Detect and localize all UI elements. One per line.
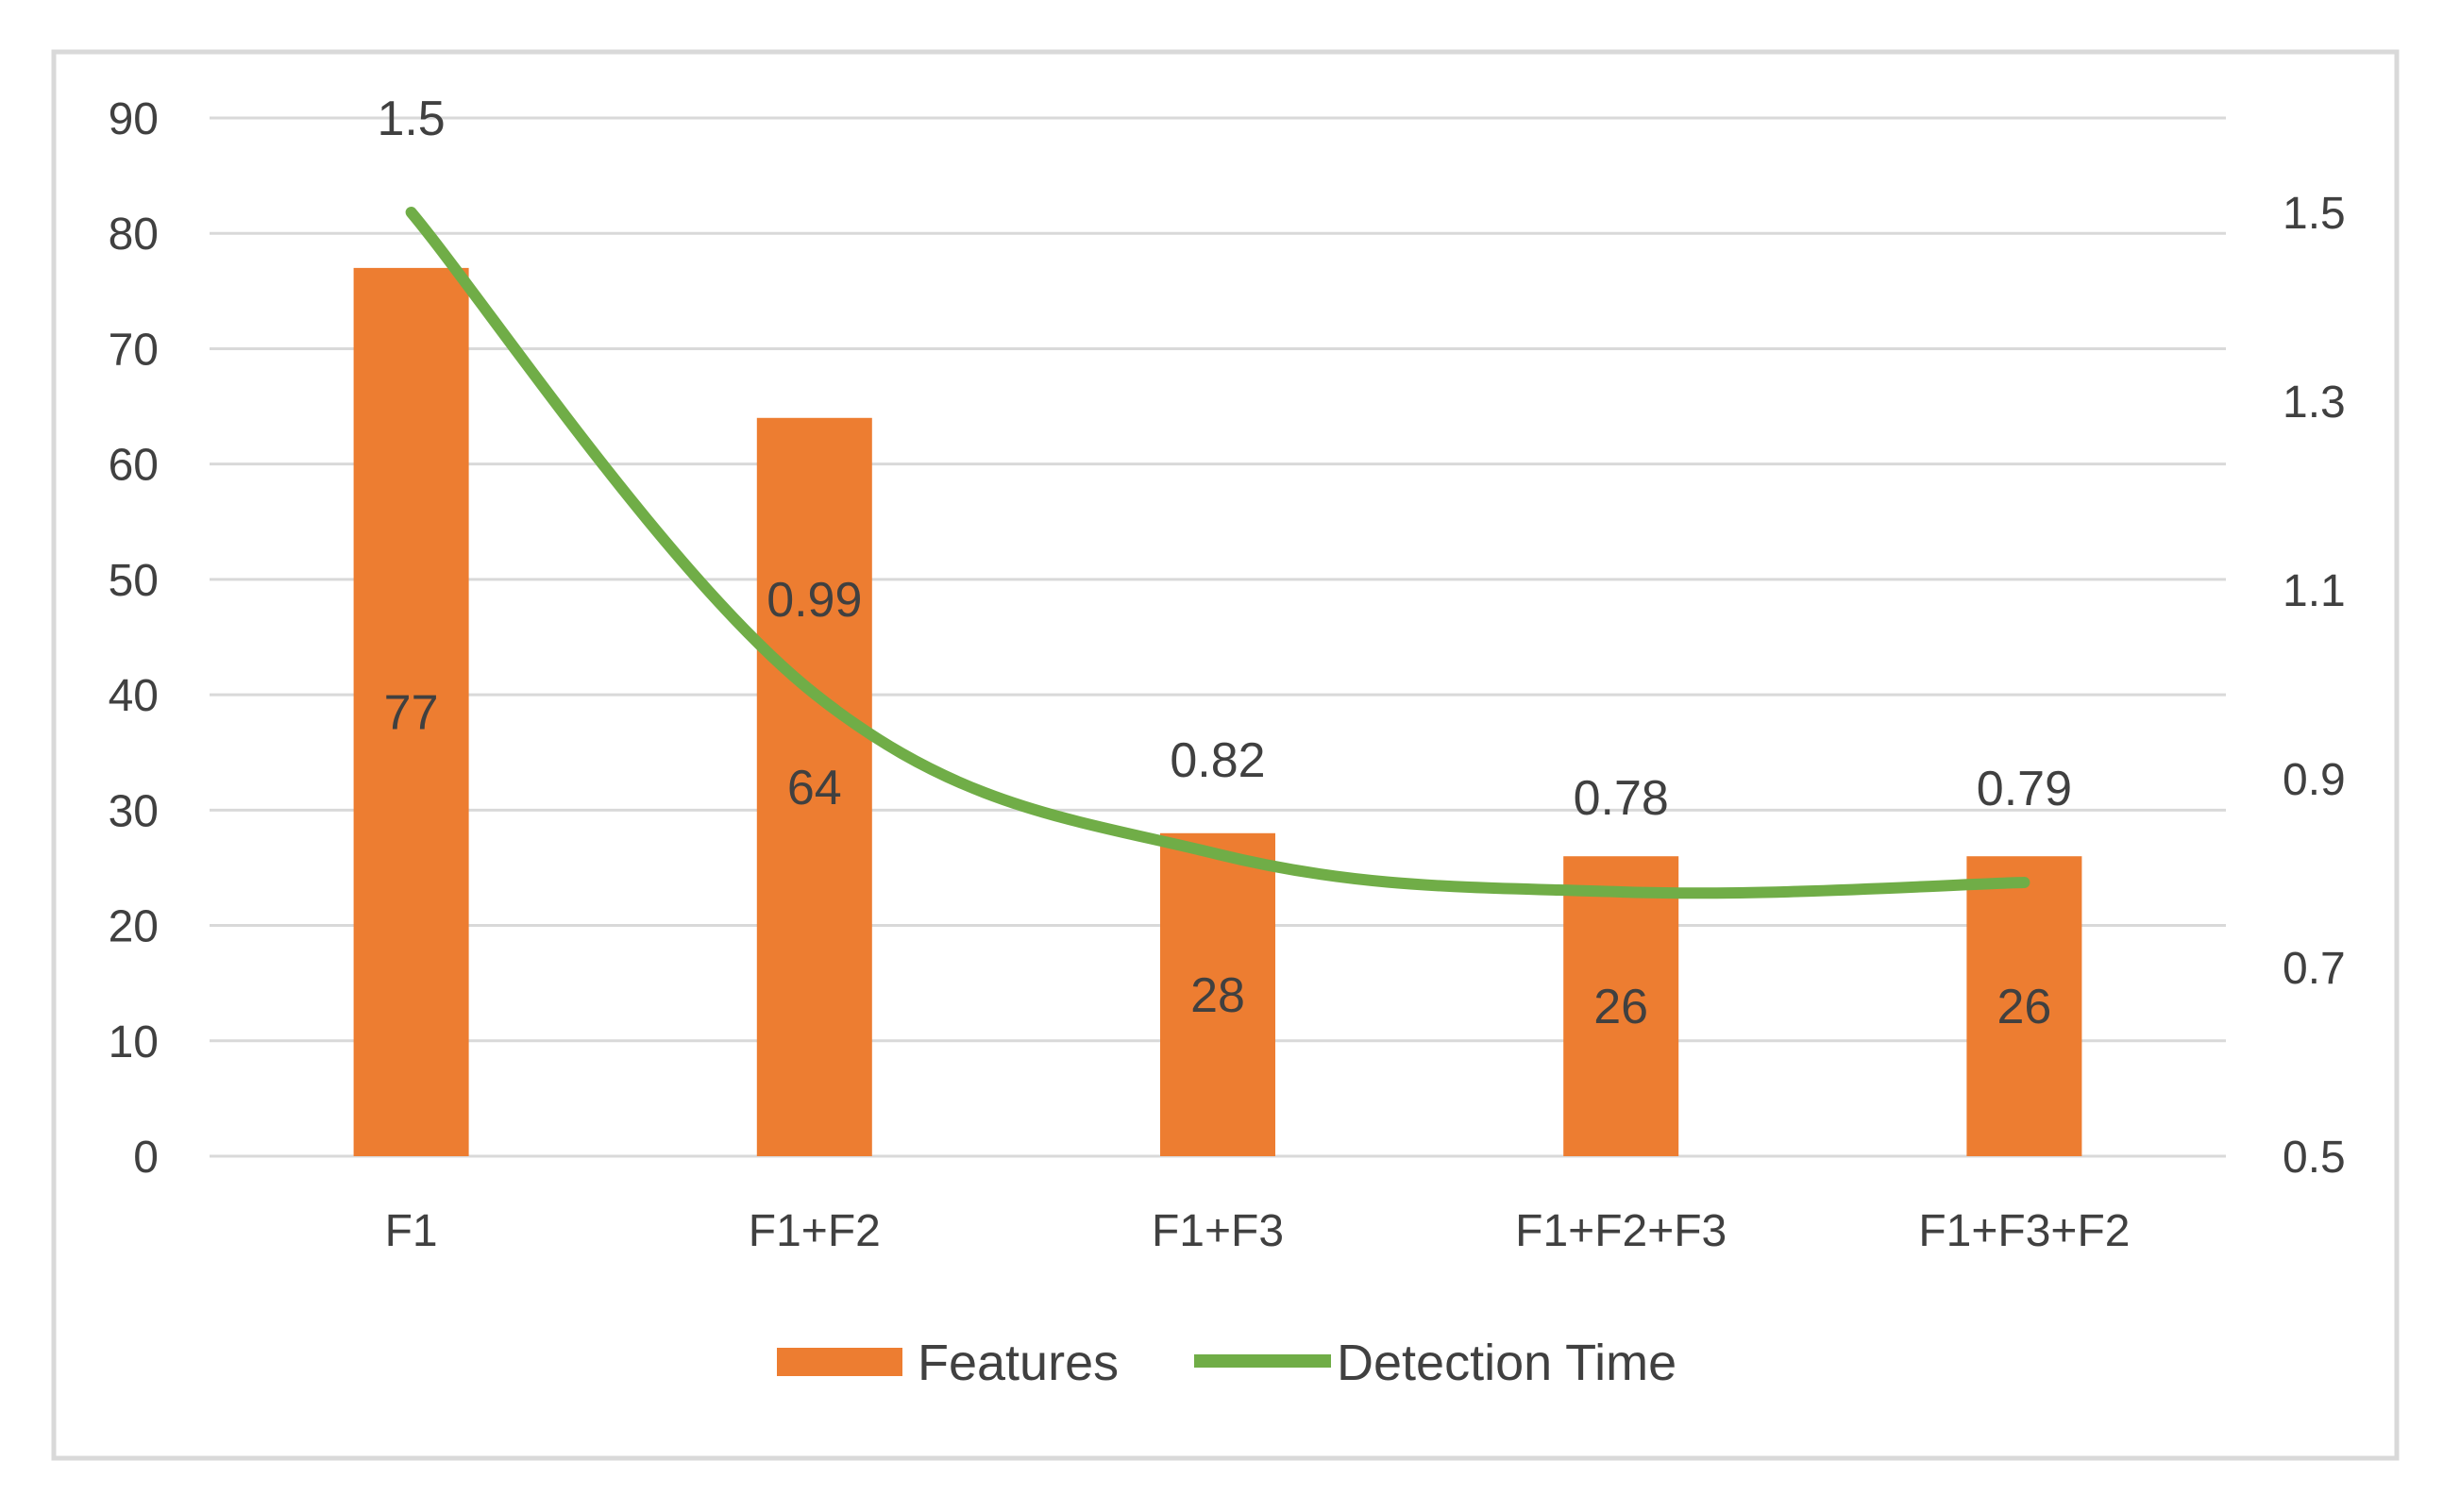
bar-data-label-0: 77 — [384, 685, 439, 740]
left-tick-label-9: 90 — [109, 94, 159, 144]
right-tick-label-1: 0.7 — [2283, 944, 2346, 994]
bar-data-label-3: 26 — [1593, 980, 1648, 1034]
right-tick-label-3: 1.1 — [2283, 566, 2346, 616]
left-tick-label-2: 20 — [109, 902, 159, 952]
left-tick-label-5: 50 — [109, 556, 159, 606]
category-axis-labels: F1 F1+F2 F1+F3 F1+F2+F3 F1+F3+F2 — [385, 1206, 2131, 1256]
bar-0 — [353, 267, 469, 1156]
line-data-label-4: 0.79 — [1977, 762, 2072, 816]
bar-1 — [756, 417, 872, 1156]
bar-data-label-2: 28 — [1190, 968, 1245, 1023]
left-tick-label-1: 10 — [109, 1017, 159, 1067]
left-axis-tick-labels: 0 10 20 30 40 50 60 70 80 90 — [109, 94, 159, 1183]
bar-data-label-1: 64 — [787, 761, 842, 815]
bar-2 — [1160, 832, 1275, 1156]
line-data-label-1: 0.99 — [767, 573, 862, 628]
features-data-labels: 77 64 28 26 26 — [384, 685, 2052, 1034]
legend-swatch-features — [777, 1348, 902, 1376]
detection-time-line — [405, 207, 2030, 899]
left-tick-label-0: 0 — [133, 1133, 159, 1183]
legend-label-features: Features — [918, 1335, 1119, 1391]
bar-3 — [1563, 856, 1679, 1156]
line-data-label-2: 0.82 — [1170, 733, 1265, 788]
right-axis-tick-labels: 0.5 0.7 0.9 1.1 1.3 1.5 — [2283, 189, 2346, 1183]
category-label-3: F1+F2+F3 — [1515, 1206, 1727, 1256]
right-tick-label-5: 1.5 — [2283, 189, 2346, 239]
category-label-4: F1+F3+F2 — [1918, 1206, 2130, 1256]
line-data-label-0: 1.5 — [377, 92, 445, 146]
category-label-2: F1+F3 — [1152, 1206, 1284, 1256]
bar-4 — [1966, 856, 2082, 1156]
detection-time-data-labels: 1.5 0.99 0.82 0.78 0.79 — [377, 92, 2072, 826]
category-label-0: F1 — [385, 1206, 438, 1256]
left-tick-label-4: 40 — [109, 671, 159, 721]
legend: Features Detection Time — [777, 1335, 1676, 1391]
detection-time-series — [405, 207, 2030, 899]
bar-data-label-4: 26 — [1997, 980, 2051, 1034]
features-bars — [353, 267, 2082, 1156]
line-data-label-3: 0.78 — [1574, 771, 1669, 826]
category-label-1: F1+F2 — [749, 1206, 881, 1256]
right-tick-label-4: 1.3 — [2283, 378, 2346, 428]
left-tick-label-7: 70 — [109, 325, 159, 375]
legend-label-detection-time: Detection Time — [1337, 1335, 1676, 1391]
right-tick-label-2: 0.9 — [2283, 755, 2346, 805]
left-tick-label-8: 80 — [109, 210, 159, 260]
left-tick-label-3: 30 — [109, 786, 159, 836]
right-tick-label-0: 0.5 — [2283, 1133, 2346, 1183]
left-tick-label-6: 60 — [109, 441, 159, 491]
gridlines — [210, 116, 2226, 1158]
